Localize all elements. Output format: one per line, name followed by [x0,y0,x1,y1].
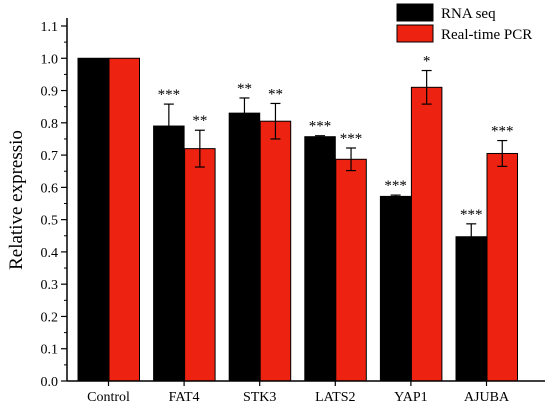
y-tick-label: 0.6 [41,181,59,196]
bar-0-control [77,57,109,382]
x-tick-label: AJUBA [464,390,510,405]
bar-0-lats2 [304,136,336,382]
y-tick-label: 0.4 [41,246,59,261]
y-tick-label: 0.8 [41,117,59,132]
bar-0-fat4 [153,125,185,382]
bars-layer [77,57,518,382]
significance-label: *** [491,124,514,140]
y-tick-label: 0.2 [41,310,59,325]
legend-label: Real-time PCR [441,27,532,43]
y-tick-label: 0.3 [41,278,59,293]
significance-label: *** [460,207,483,223]
bar-0-yap1 [379,195,412,382]
significance-label: ** [192,113,207,129]
significance-label: * [423,54,431,70]
legend: RNA seq Real-time PCR [396,3,532,43]
bar-1-yap1 [410,86,443,382]
y-tick-label: 1.1 [41,20,59,35]
x-tick-label: YAP1 [394,390,427,405]
significance-label: *** [384,178,407,194]
significance-label: *** [158,87,181,103]
y-tick-label: 0.7 [41,149,59,164]
axes-layer [66,18,545,382]
y-axis-title: Relative expressio [6,130,27,270]
bar-0-stk3 [228,112,261,382]
x-tick-label: STK3 [243,390,276,405]
significance-label: *** [309,119,332,135]
bar-1-lats2 [335,158,367,382]
ticks-layer: 0.0 0.1 0.2 0.3 0.4 0.5 0.6 0.7 0.8 0.9 1.0 1.1 Cont… [41,20,510,405]
y-tick-label: 0.9 [41,85,59,100]
x-tick-label: Control [87,390,130,405]
y-tick-label: 0.0 [41,375,59,390]
y-tick-label: 1.0 [41,52,59,67]
legend-label: RNA seq [441,6,496,22]
significance-labels-layer: ******* ****************** [158,54,514,223]
bar-0-ajuba [455,236,487,382]
significance-label: ** [237,81,252,97]
legend-swatch [396,24,434,43]
bar-1-ajuba [486,152,518,382]
significance-label: *** [340,131,363,147]
x-tick-label: FAT4 [169,390,200,405]
bar-1-fat4 [184,148,216,382]
x-tick-label: LATS2 [315,390,355,405]
bar-1-control [108,57,140,382]
bar-1-stk3 [259,120,292,382]
significance-label: ** [268,86,283,102]
y-tick-label: 0.5 [41,214,59,229]
y-tick-label: 0.1 [41,343,59,358]
legend-swatch [396,3,434,22]
error-bars-layer [163,69,508,251]
